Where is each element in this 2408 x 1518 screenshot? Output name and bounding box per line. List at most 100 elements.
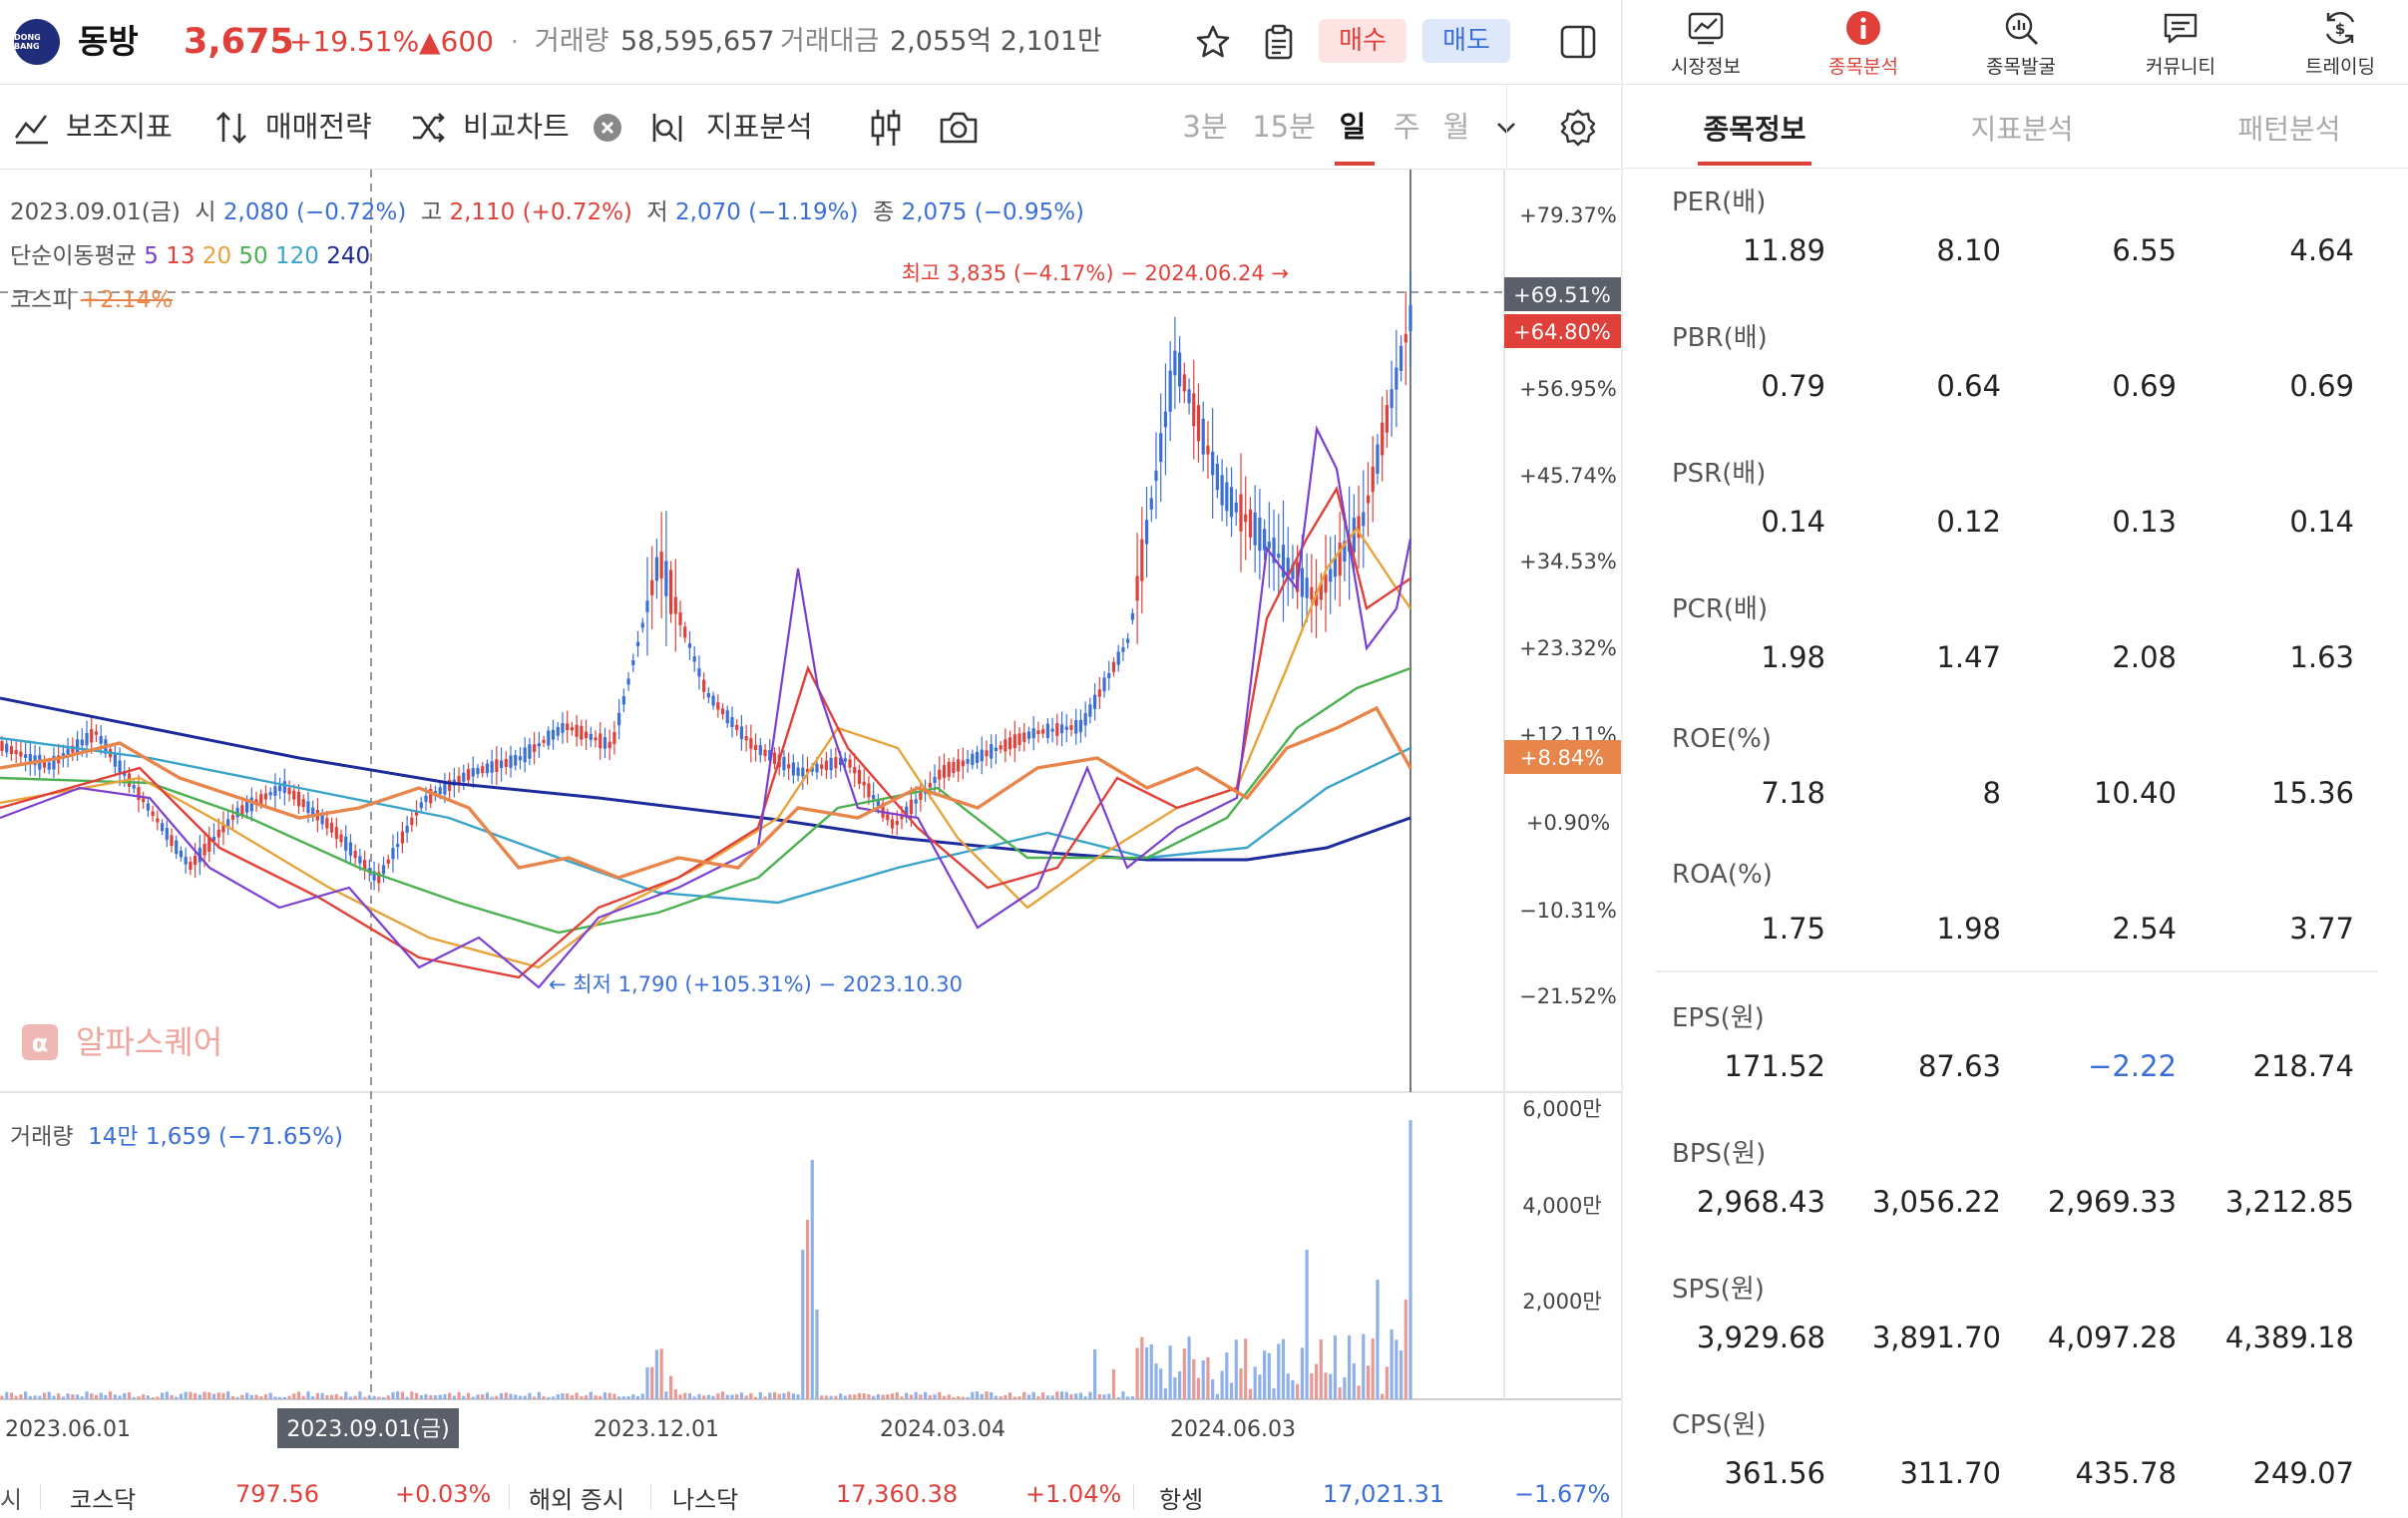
candle-body xyxy=(1064,726,1068,730)
candle-body xyxy=(1206,445,1210,455)
volume-bar xyxy=(971,1391,975,1399)
volume-bar xyxy=(170,1394,174,1399)
strategy-button[interactable]: 매매전략 xyxy=(265,110,372,144)
overseas-label[interactable]: 해외 증시 xyxy=(529,1486,624,1514)
stock-price: 3,675 xyxy=(184,22,294,62)
nav-market-info[interactable]: 시장정보 xyxy=(1636,8,1776,79)
volume-bar xyxy=(1088,1391,1092,1399)
candle-body xyxy=(344,836,348,851)
volume-bar xyxy=(85,1391,89,1399)
ma-legend[interactable]: 단순이동평균 5 13 20 50 120 240 xyxy=(10,236,370,270)
compare-chart-button[interactable]: 비교차트 xyxy=(463,110,570,144)
metric-value: 3,212.85 xyxy=(2224,1185,2354,1219)
shuffle-icon[interactable] xyxy=(409,108,449,148)
analysis-icon[interactable] xyxy=(648,108,688,148)
nav-divider xyxy=(1623,84,2408,85)
gear-icon[interactable] xyxy=(1558,108,1598,148)
hangseng-label[interactable]: 항셍 xyxy=(1159,1486,1204,1514)
volume-bar xyxy=(547,1396,551,1399)
metric-value: 1.75 xyxy=(1761,912,1825,946)
tab-indicator-analysis[interactable]: 지표분석 xyxy=(1970,113,2074,146)
candle-body xyxy=(1272,537,1276,564)
volume-bar xyxy=(240,1394,244,1399)
kosdaq-label[interactable]: 코스닥 xyxy=(70,1486,137,1514)
nav-stock-analysis[interactable]: 종목분석 xyxy=(1794,8,1933,79)
candle-body xyxy=(66,748,70,757)
trading-icon: $ xyxy=(2325,12,2355,44)
metric-value: 0.13 xyxy=(2112,505,2177,539)
candle-body xyxy=(495,759,499,772)
watermark-logo-glyph: α xyxy=(32,1029,49,1057)
svg-text:$: $ xyxy=(2335,20,2345,38)
candle-body xyxy=(805,769,810,773)
nasdaq-label[interactable]: 나스닥 xyxy=(672,1486,739,1514)
indicator-analysis-button[interactable]: 지표분석 xyxy=(706,110,813,144)
kospi-legend[interactable]: 코스피 +2.14% xyxy=(10,280,173,314)
candle-icon[interactable] xyxy=(866,106,906,150)
volume-bar xyxy=(1083,1396,1087,1399)
candle-body xyxy=(1187,389,1191,404)
candle-body xyxy=(363,860,367,871)
volume-bar xyxy=(481,1394,485,1399)
nav-community[interactable]: 커뮤니티 xyxy=(2111,8,2250,79)
star-icon[interactable] xyxy=(1193,22,1233,62)
volume-bar xyxy=(14,1395,18,1399)
period-month[interactable]: 월 xyxy=(1442,110,1470,144)
volume-bar xyxy=(664,1391,668,1399)
candle-body xyxy=(1399,345,1404,372)
stock-header xyxy=(0,0,1621,85)
volume-bar xyxy=(1116,1396,1120,1399)
period-15min[interactable]: 15분 xyxy=(1252,110,1316,144)
candle-body xyxy=(1092,694,1097,709)
volume-bar xyxy=(47,1391,51,1399)
candle-body xyxy=(33,755,37,765)
volume-bar xyxy=(542,1395,546,1399)
panel-toggle-icon[interactable] xyxy=(1558,22,1598,62)
candle-body xyxy=(542,739,546,743)
volume-bar xyxy=(980,1393,984,1399)
volume-bar xyxy=(1381,1393,1385,1399)
volume-bar xyxy=(1055,1391,1059,1399)
sell-button[interactable]: 매도 xyxy=(1422,19,1510,63)
indicator-icon[interactable] xyxy=(12,108,52,148)
candle-body xyxy=(763,749,767,757)
candle-body xyxy=(668,569,673,614)
stock-chart[interactable]: +79.37%+56.95%+45.74%+34.53%+23.32%+12.1… xyxy=(0,170,1621,1471)
indicators-button[interactable]: 보조지표 xyxy=(66,110,173,144)
volume-bar xyxy=(75,1394,80,1399)
volume-bar xyxy=(533,1396,537,1399)
clipboard-icon[interactable] xyxy=(1259,22,1299,62)
volume-bar xyxy=(749,1392,753,1399)
sort-arrows-icon[interactable] xyxy=(211,108,251,148)
volume-bar xyxy=(820,1395,824,1399)
volume-bar xyxy=(975,1391,980,1399)
volume-bar xyxy=(1031,1391,1035,1399)
nav-trading[interactable]: $ 트레이딩 xyxy=(2270,8,2408,79)
nav-stock-discovery[interactable]: 종목발굴 xyxy=(1951,8,2091,79)
candle-body xyxy=(24,754,28,758)
candle-body xyxy=(575,724,579,737)
period-3min[interactable]: 3분 xyxy=(1182,110,1228,144)
candle-body xyxy=(1102,677,1106,692)
close-circle-icon[interactable] xyxy=(593,113,622,143)
candle-body xyxy=(1343,541,1347,562)
volume-bar xyxy=(909,1394,914,1399)
candle-body xyxy=(1059,724,1064,734)
candle-body xyxy=(659,552,663,579)
camera-icon[interactable] xyxy=(938,108,980,148)
period-week[interactable]: 주 xyxy=(1393,110,1420,144)
volume-bar xyxy=(1159,1368,1163,1399)
volume-bar xyxy=(838,1393,843,1399)
volume-bar xyxy=(1357,1385,1361,1399)
candle-body xyxy=(1083,713,1087,726)
volume-bar xyxy=(325,1394,329,1399)
volume-bar xyxy=(235,1396,239,1399)
tab-pattern-analysis[interactable]: 패턴분석 xyxy=(2237,113,2341,146)
period-day[interactable]: 일 xyxy=(1339,110,1367,144)
buy-button[interactable]: 매수 xyxy=(1319,19,1406,63)
candle-body xyxy=(151,811,155,817)
tab-stock-info[interactable]: 종목정보 xyxy=(1703,113,1806,146)
candle-body xyxy=(1149,498,1153,510)
candle-body xyxy=(301,799,305,808)
kospi-price-tag xyxy=(1504,740,1621,774)
